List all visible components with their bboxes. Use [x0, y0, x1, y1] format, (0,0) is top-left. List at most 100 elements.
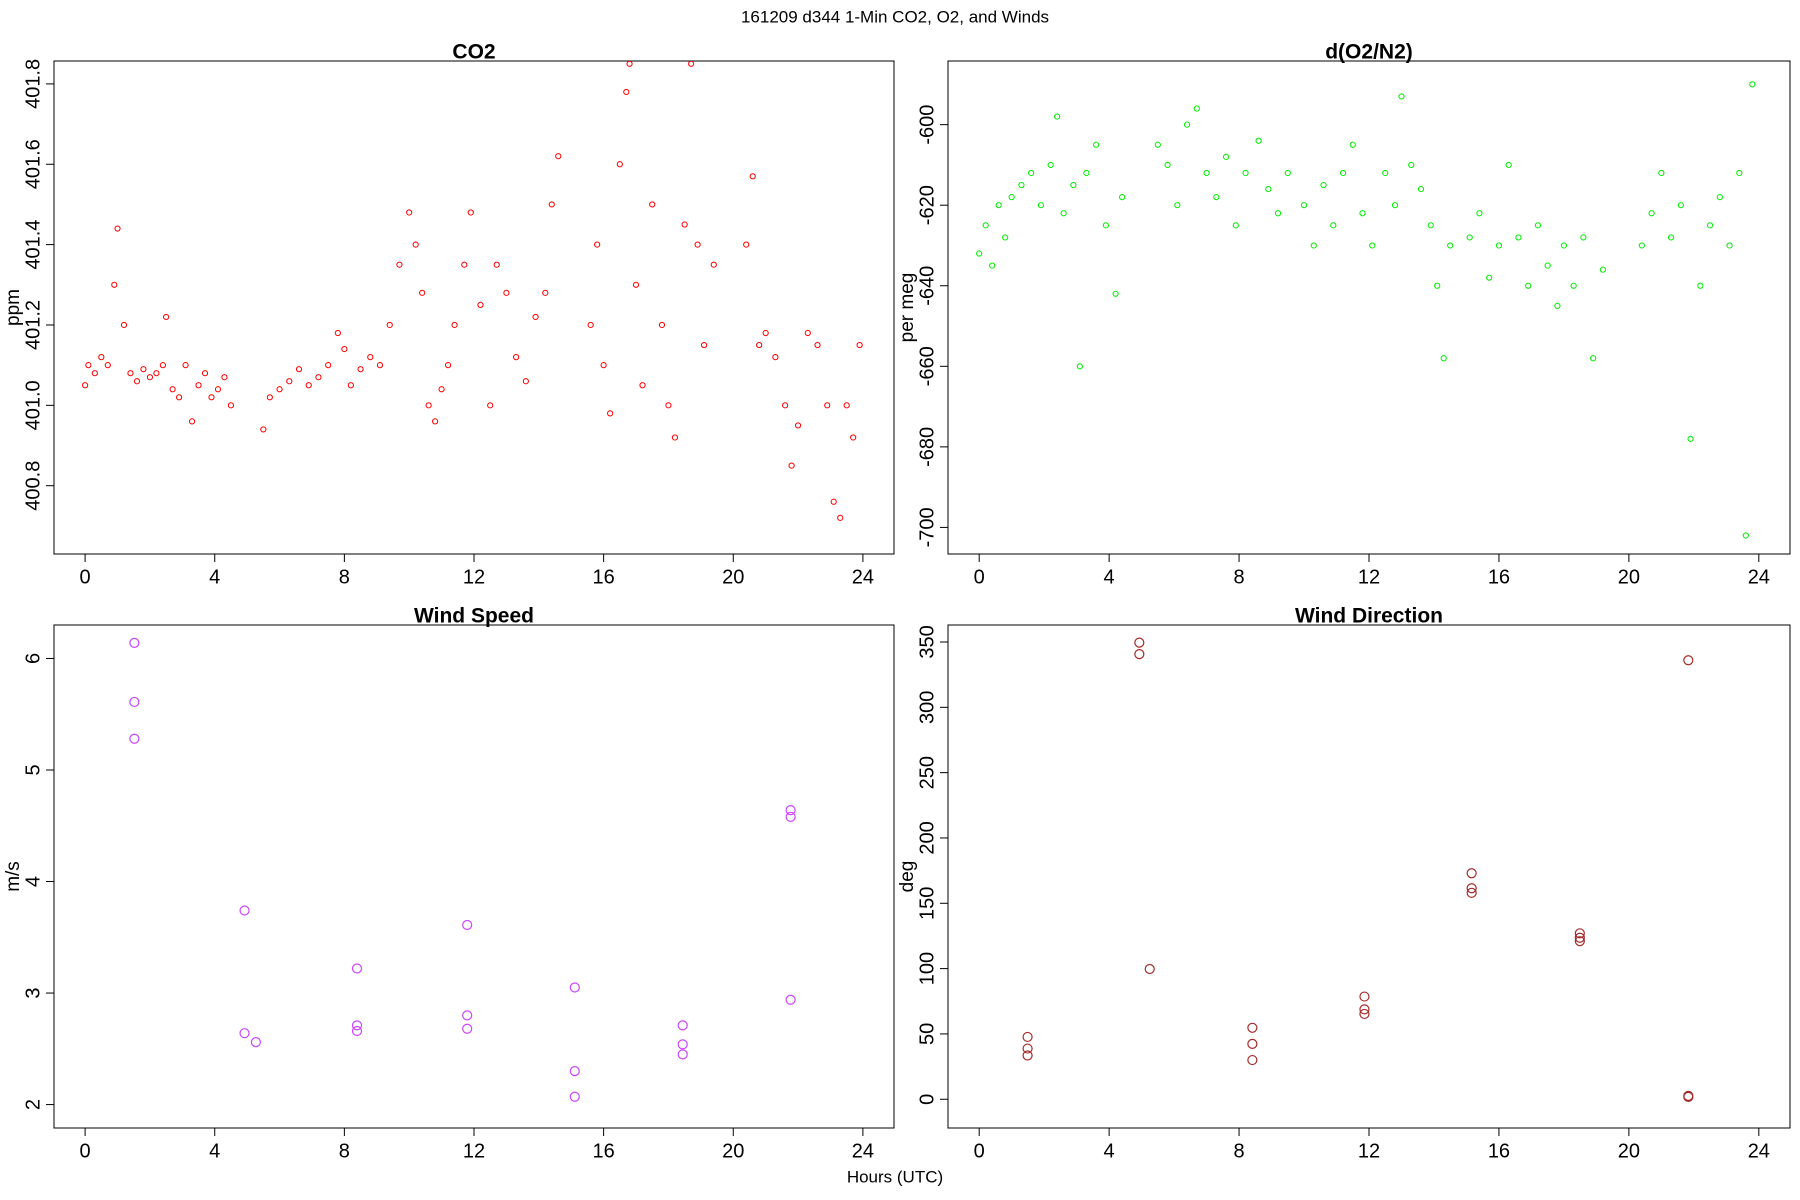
data-point [1466, 887, 1477, 898]
data-point [756, 341, 763, 349]
data-point [159, 362, 166, 369]
data-point [1668, 234, 1675, 241]
x-tick-label: 12 [463, 1140, 485, 1162]
data-point [632, 281, 640, 288]
x-tick-label: 4 [1104, 1140, 1115, 1162]
data-point [626, 60, 633, 67]
data-point [104, 362, 111, 369]
data-point [1093, 141, 1100, 148]
y-tick-label: -640 [916, 266, 938, 306]
data-point [91, 370, 98, 377]
data-point [462, 1023, 473, 1034]
x-tick-label: 0 [974, 1140, 985, 1162]
data-point [1339, 169, 1347, 177]
data-point [111, 281, 118, 288]
x-axis-label: Hours (UTC) [847, 1167, 943, 1186]
y-tick-label: 401.4 [22, 220, 44, 270]
y-axis-label: ppm [3, 289, 24, 326]
data-point [1076, 363, 1083, 370]
data-point [1320, 181, 1327, 189]
y-tick-label: 3 [22, 987, 44, 998]
data-point [1054, 113, 1061, 120]
data-point [995, 202, 1002, 209]
data-point [1300, 202, 1308, 209]
plot-frame [53, 60, 895, 555]
data-point [665, 402, 672, 409]
data-point [1284, 169, 1291, 177]
data-point [163, 313, 170, 321]
data-point [1677, 202, 1684, 209]
data-point [1247, 1054, 1258, 1066]
data-point [1274, 210, 1282, 217]
data-point [1466, 234, 1473, 241]
data-point [315, 374, 322, 381]
data-point [351, 1020, 363, 1031]
data-point [1486, 274, 1493, 281]
data-point [1382, 169, 1389, 177]
data-point [1265, 185, 1272, 193]
data-point [419, 289, 426, 296]
data-point [772, 354, 779, 361]
x-tick-label: 0 [80, 1140, 91, 1162]
x-tick-label: 20 [722, 566, 744, 588]
y-axis-label: deg [897, 861, 918, 893]
y-tick-label: 400.8 [22, 461, 44, 511]
data-point [182, 362, 189, 369]
data-point [1102, 222, 1109, 229]
data-point [1648, 210, 1655, 217]
data-point [325, 362, 332, 369]
data-point [1018, 181, 1025, 189]
data-point [214, 386, 222, 393]
data-point [1683, 1091, 1694, 1103]
panel-title: d(O2/N2) [1325, 41, 1413, 64]
chart-title: 161209 d344 1-Min CO2, O2, and Winds [741, 7, 1049, 26]
data-point [1349, 141, 1356, 148]
data-point [493, 261, 500, 268]
y-tick-label: 4 [22, 876, 44, 887]
data-point [1525, 282, 1532, 289]
data-point [1164, 161, 1171, 169]
data-point [412, 241, 419, 248]
y-tick-label: 0 [916, 1094, 938, 1105]
data-point [1574, 928, 1585, 939]
data-point [1408, 161, 1415, 169]
data-point [169, 386, 176, 393]
data-point [688, 60, 695, 67]
data-point [227, 402, 235, 409]
data-point [188, 418, 196, 425]
data-point [1154, 141, 1161, 148]
data-point [649, 201, 656, 208]
data-point [982, 222, 989, 229]
data-point [749, 173, 756, 180]
x-tick-label: 4 [209, 566, 220, 588]
x-tick-label: 12 [1358, 566, 1380, 588]
x-tick-label: 24 [1748, 566, 1770, 588]
data-point [830, 498, 837, 505]
data-point [1310, 242, 1317, 249]
data-point [1022, 1031, 1033, 1043]
data-point [1083, 169, 1090, 177]
y-tick-label: 401.0 [22, 380, 44, 430]
y-axis-label: m/s [3, 861, 24, 892]
data-point [1726, 242, 1733, 249]
data-point [1047, 161, 1054, 169]
data-point [1359, 1008, 1370, 1020]
y-tick-label: -660 [916, 346, 938, 386]
data-point [461, 261, 468, 268]
data-point [623, 88, 630, 96]
data-point [1359, 991, 1370, 1002]
x-tick-label: 20 [722, 1140, 744, 1162]
y-tick-label: 50 [916, 1023, 938, 1045]
data-point [788, 462, 795, 469]
data-point [1112, 290, 1119, 297]
data-point [286, 378, 293, 385]
data-point [639, 382, 646, 389]
data-point [406, 209, 413, 216]
x-tick-label: 24 [852, 1140, 874, 1162]
data-point [513, 354, 520, 361]
data-point [587, 321, 594, 329]
x-tick-label: 24 [1748, 1140, 1770, 1162]
y-tick-label: -600 [916, 105, 938, 145]
data-point [1022, 1043, 1033, 1054]
x-tick-label: 16 [593, 1140, 615, 1162]
